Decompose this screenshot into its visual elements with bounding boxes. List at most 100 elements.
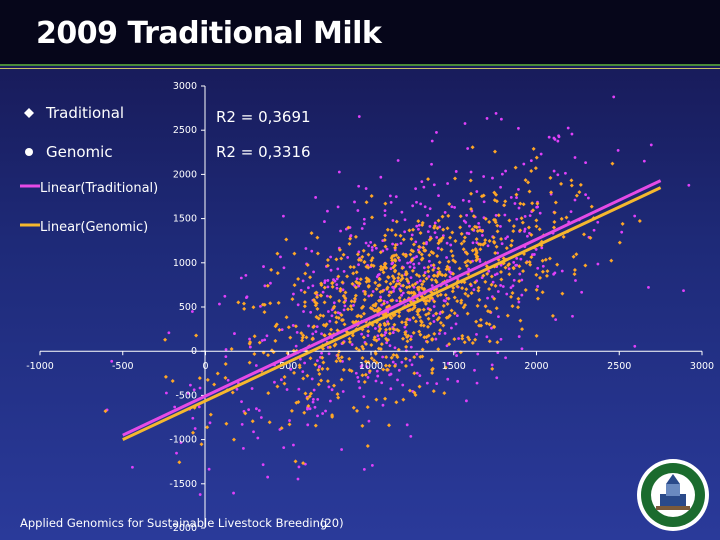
data-point-traditional: [356, 257, 361, 262]
data-point-genomic: [587, 196, 590, 200]
data-point-traditional: [450, 253, 455, 258]
data-point-traditional: [438, 320, 443, 325]
data-point-traditional: [451, 258, 456, 263]
data-point-traditional: [450, 230, 455, 235]
data-point-traditional: [425, 339, 430, 344]
data-point-traditional: [446, 296, 451, 301]
data-point-genomic: [391, 285, 395, 289]
data-point-genomic: [224, 355, 228, 359]
data-point-traditional: [199, 442, 204, 447]
data-point-genomic: [285, 388, 289, 391]
data-point-genomic: [445, 344, 449, 348]
data-point-traditional: [301, 333, 306, 338]
data-point-traditional: [540, 258, 545, 263]
data-point-traditional: [302, 290, 307, 295]
data-point-genomic: [376, 374, 380, 378]
data-point-genomic: [391, 219, 395, 222]
data-point-traditional: [315, 251, 320, 256]
data-point-traditional: [266, 353, 271, 358]
data-point-traditional: [383, 396, 388, 401]
data-point-traditional: [420, 220, 425, 225]
data-point-traditional: [369, 343, 374, 348]
data-point-traditional: [363, 359, 368, 364]
data-point-genomic: [517, 206, 521, 210]
data-point-traditional: [370, 215, 375, 220]
data-point-genomic: [323, 281, 327, 285]
data-point-genomic: [339, 229, 342, 233]
data-point-traditional: [418, 318, 423, 323]
data-point-traditional: [571, 254, 576, 259]
data-point-genomic: [450, 205, 454, 209]
data-point-traditional: [413, 319, 418, 324]
data-point-genomic: [482, 200, 486, 204]
data-point-traditional: [436, 218, 441, 223]
data-point-traditional: [277, 327, 282, 332]
data-point-genomic: [279, 378, 283, 382]
data-point-traditional: [431, 389, 436, 394]
data-point-traditional: [464, 263, 469, 268]
data-point-traditional: [384, 266, 389, 271]
data-point-genomic: [528, 231, 531, 235]
data-point-genomic: [448, 275, 452, 279]
data-point-traditional: [548, 175, 553, 180]
data-point-genomic: [499, 337, 503, 341]
data-point-traditional: [473, 337, 478, 342]
data-point-traditional: [351, 271, 356, 276]
data-point-genomic: [435, 131, 438, 134]
data-point-genomic: [438, 332, 441, 336]
legend-label-traditional: Traditional: [45, 104, 124, 122]
data-point-traditional: [334, 315, 339, 320]
data-point-genomic: [499, 224, 502, 228]
data-point-traditional: [391, 352, 396, 357]
data-point-traditional: [471, 214, 476, 219]
data-point-genomic: [266, 475, 270, 479]
data-point-traditional: [421, 241, 426, 246]
data-point-genomic: [366, 376, 370, 379]
data-point-traditional: [318, 313, 323, 318]
data-point-traditional: [438, 328, 443, 333]
data-point-genomic: [499, 284, 502, 287]
data-point-traditional: [474, 258, 479, 263]
data-point-genomic: [523, 227, 527, 231]
data-point-traditional: [406, 333, 411, 338]
data-point-genomic: [358, 386, 362, 390]
data-point-traditional: [421, 245, 426, 250]
data-point-traditional: [339, 355, 344, 360]
data-point-genomic: [301, 279, 305, 283]
data-point-traditional: [435, 317, 440, 322]
data-point-genomic: [504, 356, 507, 360]
data-point-genomic: [380, 381, 384, 385]
data-point-traditional: [415, 309, 420, 314]
data-point-traditional: [440, 273, 445, 278]
data-point-traditional: [589, 204, 594, 209]
data-point-genomic: [422, 185, 426, 189]
data-point-traditional: [330, 284, 335, 289]
page-number: (20): [320, 516, 344, 530]
data-point-traditional: [389, 290, 394, 295]
data-point-genomic: [377, 337, 381, 341]
data-point-genomic: [423, 205, 427, 209]
data-point-genomic: [485, 117, 489, 120]
data-point-traditional: [293, 459, 298, 464]
data-point-genomic: [430, 139, 434, 143]
data-point-genomic: [432, 305, 436, 308]
data-point-genomic: [326, 279, 330, 282]
data-point-traditional: [406, 290, 411, 295]
data-point-genomic: [417, 227, 420, 231]
data-point-genomic: [255, 407, 258, 411]
data-point-traditional: [478, 317, 483, 322]
data-point-traditional: [610, 161, 615, 166]
data-point-genomic: [430, 284, 434, 287]
data-point-traditional: [353, 293, 358, 298]
data-point-genomic: [318, 364, 322, 368]
data-point-traditional: [394, 400, 399, 405]
data-point-traditional: [552, 210, 557, 215]
data-point-genomic: [323, 220, 326, 223]
data-point-genomic: [245, 295, 249, 299]
data-point-genomic: [335, 286, 339, 290]
data-point-traditional: [391, 279, 396, 284]
data-point-genomic: [242, 447, 245, 450]
data-point-genomic: [382, 299, 386, 303]
data-point-traditional: [303, 391, 308, 396]
data-point-traditional: [462, 340, 467, 345]
